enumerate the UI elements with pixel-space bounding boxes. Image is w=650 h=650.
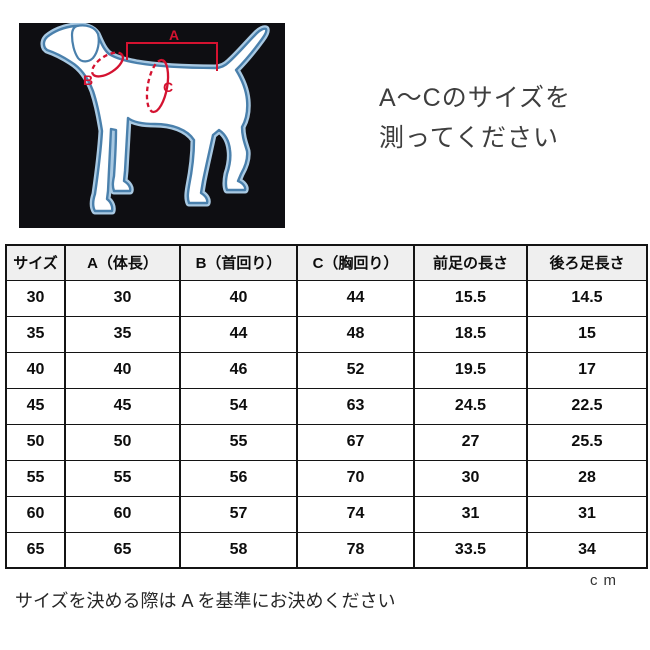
- cell-hind-leg-length: 31: [526, 495, 648, 533]
- dog-ear: [70, 24, 100, 63]
- cell-size: 65: [5, 531, 66, 569]
- cell-hind-leg-length: 25.5: [526, 423, 648, 461]
- cell-front-leg-length: 24.5: [413, 387, 528, 425]
- cell-neck-girth: 55: [179, 423, 298, 461]
- cell-neck-girth: 46: [179, 351, 298, 389]
- cell-front-leg-length: 31: [413, 495, 528, 533]
- cell-neck-girth: 58: [179, 531, 298, 569]
- sizing-note: サイズを決める際は A を基準にお決めください: [15, 591, 396, 611]
- column-header-size: サイズ: [5, 244, 66, 281]
- size-row-65: 65 65 58 78 33.5 34: [5, 531, 648, 569]
- size-row-50: 50 50 55 67 27 25.5: [5, 423, 648, 461]
- unit-label: cm: [590, 572, 622, 589]
- cell-chest-girth: 70: [296, 459, 415, 497]
- cell-neck-girth: 44: [179, 315, 298, 353]
- size-row-55: 55 55 56 70 30 28: [5, 459, 648, 497]
- cell-front-leg-length: 15.5: [413, 279, 528, 317]
- cell-chest-girth: 78: [296, 531, 415, 569]
- cell-neck-girth: 54: [179, 387, 298, 425]
- size-row-45: 45 45 54 63 24.5 22.5: [5, 387, 648, 425]
- cell-hind-leg-length: 34: [526, 531, 648, 569]
- measure-c-ellipse: [145, 58, 170, 114]
- size-table-header: サイズ A（体長） B（首回り） C（胸回り） 前足の長さ 後ろ足長さ: [5, 244, 648, 281]
- cell-body-length: 55: [64, 459, 181, 497]
- cell-body-length: 60: [64, 495, 181, 533]
- cell-chest-girth: 52: [296, 351, 415, 389]
- cell-hind-leg-length: 17: [526, 351, 648, 389]
- cell-chest-girth: 63: [296, 387, 415, 425]
- cell-body-length: 35: [64, 315, 181, 353]
- cell-size: 30: [5, 279, 66, 317]
- cell-body-length: 40: [64, 351, 181, 389]
- cell-hind-leg-length: 28: [526, 459, 648, 497]
- cell-neck-girth: 40: [179, 279, 298, 317]
- cell-body-length: 30: [64, 279, 181, 317]
- cell-size: 35: [5, 315, 66, 353]
- cell-front-leg-length: 30: [413, 459, 528, 497]
- measure-instruction: A〜Cのサイズを 測ってください: [379, 78, 571, 158]
- size-row-35: 35 35 44 48 18.5 15: [5, 315, 648, 353]
- cell-front-leg-length: 19.5: [413, 351, 528, 389]
- cell-body-length: 65: [64, 531, 181, 569]
- cell-size: 60: [5, 495, 66, 533]
- dog-measurement-diagram: A B C: [19, 23, 285, 228]
- measure-b-ellipse: [91, 51, 124, 78]
- cell-hind-leg-length: 15: [526, 315, 648, 353]
- cell-body-length: 45: [64, 387, 181, 425]
- column-header-front-leg-length: 前足の長さ: [413, 244, 528, 281]
- cell-chest-girth: 44: [296, 279, 415, 317]
- size-row-60: 60 60 57 74 31 31: [5, 495, 648, 533]
- cell-body-length: 50: [64, 423, 181, 461]
- cell-neck-girth: 56: [179, 459, 298, 497]
- column-header-hind-leg-length: 後ろ足長さ: [526, 244, 648, 281]
- size-row-40: 40 40 46 52 19.5 17: [5, 351, 648, 389]
- cell-chest-girth: 74: [296, 495, 415, 533]
- cell-neck-girth: 57: [179, 495, 298, 533]
- size-table: サイズ A（体長） B（首回り） C（胸回り） 前足の長さ 後ろ足長さ 30 30 40 44 1…: [5, 244, 648, 569]
- cell-front-leg-length: 18.5: [413, 315, 528, 353]
- column-header-chest-girth: C（胸回り）: [296, 244, 415, 281]
- cell-chest-girth: 67: [296, 423, 415, 461]
- cell-size: 50: [5, 423, 66, 461]
- column-header-body-length: A（体長）: [64, 244, 181, 281]
- measure-instruction-line2: 測ってください: [379, 124, 560, 152]
- size-row-30: 30 30 40 44 15.5 14.5: [5, 279, 648, 317]
- cell-size: 55: [5, 459, 66, 497]
- measure-b-label: B: [83, 72, 93, 88]
- cell-chest-girth: 48: [296, 315, 415, 353]
- measure-c-label: C: [163, 79, 173, 95]
- cell-size: 40: [5, 351, 66, 389]
- dog-silhouette-icon: [40, 23, 270, 215]
- cell-hind-leg-length: 22.5: [526, 387, 648, 425]
- cell-front-leg-length: 27: [413, 423, 528, 461]
- dog-diagram-svg: A B C: [40, 23, 270, 215]
- cell-size: 45: [5, 387, 66, 425]
- cell-hind-leg-length: 14.5: [526, 279, 648, 317]
- column-header-neck-girth: B（首回り）: [179, 244, 298, 281]
- measure-a-bracket: [126, 42, 218, 71]
- measure-a-label: A: [169, 27, 179, 43]
- size-table-body: 30 30 40 44 15.5 14.5 35 35 44 48 18.5 15 40 40 46 52 19…: [5, 279, 648, 569]
- measure-instruction-line1: A〜Cのサイズを: [379, 84, 571, 112]
- cell-front-leg-length: 33.5: [413, 531, 528, 569]
